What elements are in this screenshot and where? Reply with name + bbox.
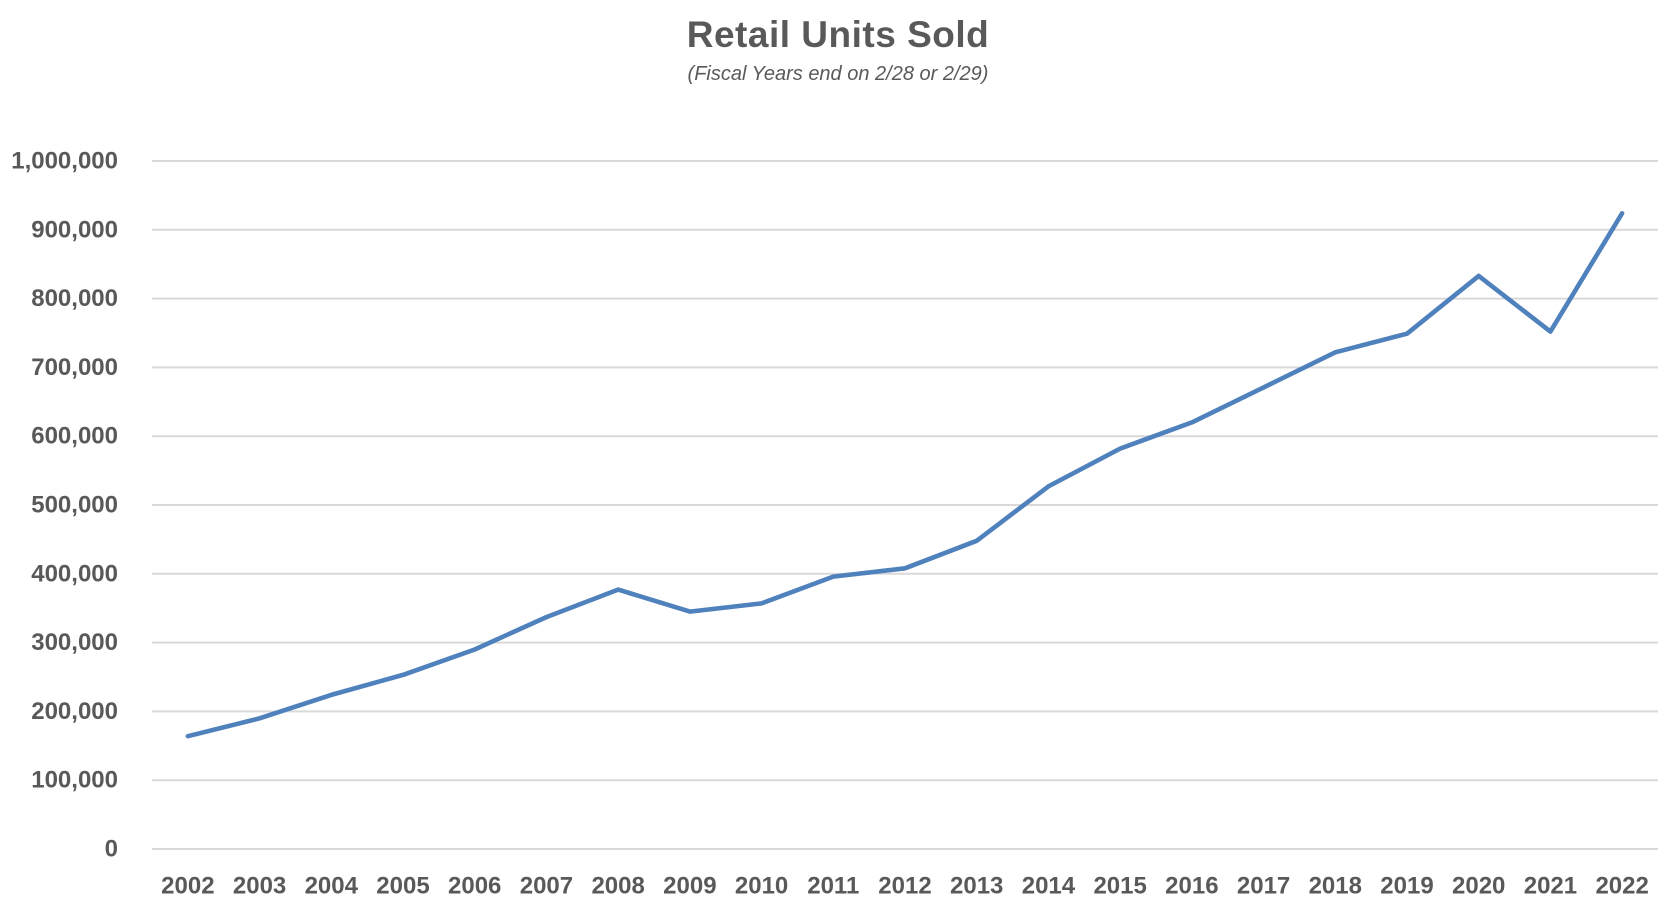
y-axis-tick-label: 600,000	[31, 423, 118, 450]
y-axis-tick-label: 0	[105, 836, 118, 863]
y-axis-tick-label: 300,000	[31, 629, 118, 656]
x-axis-tick-label: 2009	[663, 873, 716, 900]
y-axis-tick-label: 200,000	[31, 698, 118, 725]
x-axis-tick-label: 2018	[1309, 873, 1362, 900]
x-axis-tick-label: 2003	[233, 873, 286, 900]
x-axis-tick-label: 2005	[376, 873, 429, 900]
y-axis-tick-label: 700,000	[31, 354, 118, 381]
x-axis-tick-label: 2010	[735, 873, 788, 900]
y-axis-tick-label: 1,000,000	[11, 148, 118, 175]
x-axis-tick-label: 2008	[591, 873, 644, 900]
y-axis-tick-label: 400,000	[31, 560, 118, 587]
y-axis-tick-label: 500,000	[31, 492, 118, 519]
y-axis-tick-label: 100,000	[31, 767, 118, 794]
x-axis-tick-label: 2004	[305, 873, 359, 900]
x-axis-tick-label: 2022	[1595, 873, 1648, 900]
x-axis-tick-label: 2002	[161, 873, 214, 900]
chart-subtitle: (Fiscal Years end on 2/28 or 2/29)	[687, 63, 989, 85]
x-axis-tick-label: 2020	[1452, 873, 1505, 900]
x-axis-tick-label: 2015	[1093, 873, 1146, 900]
x-axis-tick-label: 2006	[448, 873, 501, 900]
x-axis-tick-label: 2021	[1524, 873, 1577, 900]
x-axis-tick-label: 2012	[878, 873, 931, 900]
chart-header: Retail Units Sold (Fiscal Years end on 2…	[0, 14, 1676, 86]
y-axis-tick-label: 800,000	[31, 285, 118, 312]
x-axis-tick-label: 2019	[1380, 873, 1433, 900]
x-axis-tick-label: 2007	[520, 873, 573, 900]
x-axis-tick-label: 2017	[1237, 873, 1290, 900]
x-axis-tick-label: 2011	[807, 873, 859, 900]
x-axis-tick-label: 2013	[950, 873, 1003, 900]
x-axis-tick-label: 2014	[1022, 873, 1076, 900]
chart-title: Retail Units Sold	[686, 14, 990, 55]
x-axis-tick-label: 2016	[1165, 873, 1218, 900]
y-axis-tick-label: 900,000	[31, 216, 118, 243]
data-series-line	[185, 211, 1625, 739]
